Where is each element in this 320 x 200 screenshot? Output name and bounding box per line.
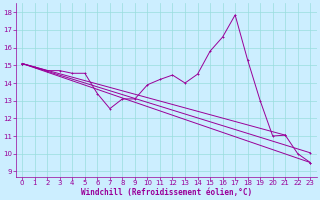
X-axis label: Windchill (Refroidissement éolien,°C): Windchill (Refroidissement éolien,°C) xyxy=(81,188,252,197)
